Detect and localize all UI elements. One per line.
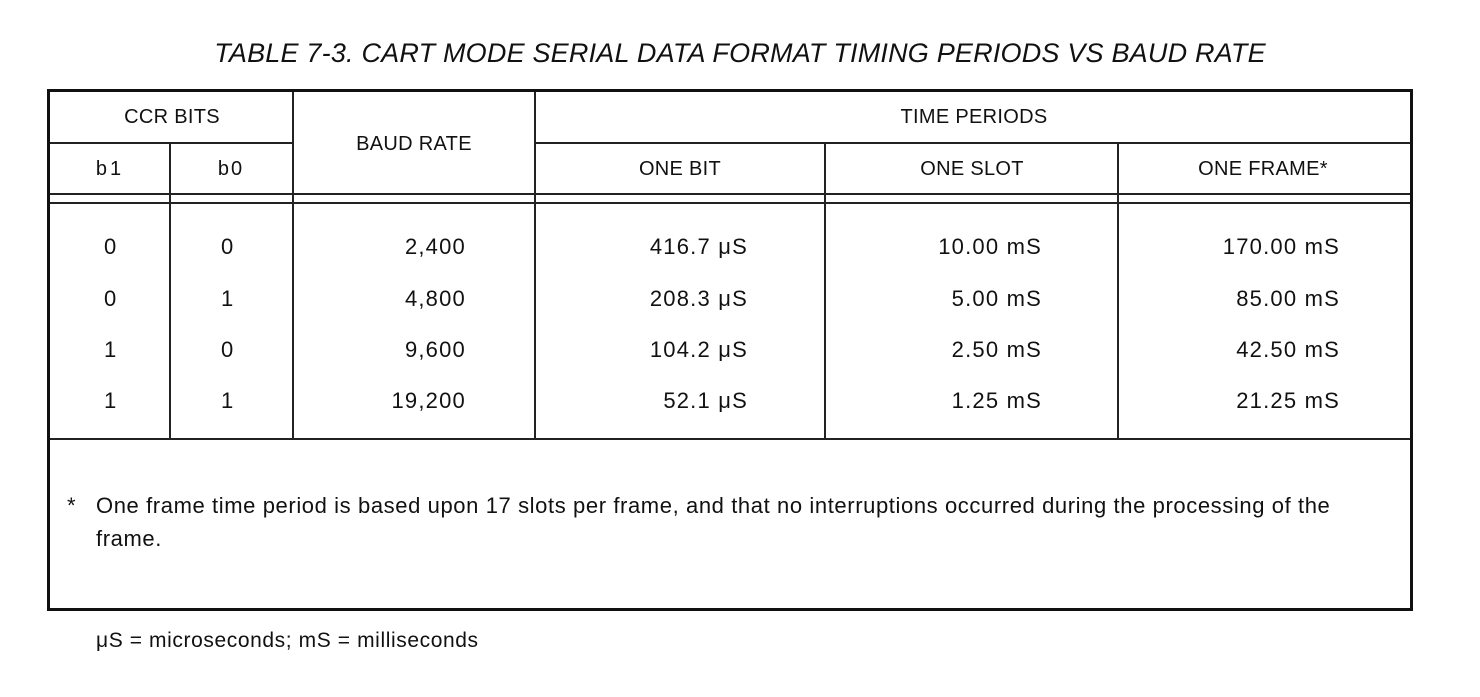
header-b0: b0: [217, 158, 245, 180]
header-b1: b1: [95, 158, 125, 180]
cell-b1: 1: [104, 337, 118, 362]
cell-baud-rate: 19,200: [391, 388, 466, 413]
cell-one-frame: 42.50 mS: [1236, 337, 1340, 362]
cell-one-frame: 85.00 mS: [1236, 286, 1340, 311]
cell-one-frame: 170.00 mS: [1222, 234, 1340, 259]
column-divider: [1117, 142, 1119, 439]
cell-one-bit: 208.3 μS: [649, 286, 748, 311]
header-ccr-bits: CCR BITS: [124, 106, 220, 128]
cell-b0: 0: [221, 234, 235, 259]
table-title: TABLE 7-3. CART MODE SERIAL DATA FORMAT …: [214, 38, 1266, 68]
cell-baud-rate: 2,400: [404, 234, 466, 259]
cell-one-bit: 52.1 μS: [663, 388, 748, 413]
cell-baud-rate: 9,600: [404, 337, 466, 362]
cell-b0: 0: [221, 337, 235, 362]
timing-table: [47, 89, 1413, 611]
header-time-periods: TIME PERIODS: [900, 106, 1048, 128]
column-divider: [169, 142, 171, 439]
column-divider: [292, 92, 294, 439]
header-bottom-line: [50, 193, 1410, 195]
cell-one-bit: 416.7 μS: [649, 234, 748, 259]
cell-b1: 0: [104, 234, 118, 259]
column-divider: [534, 92, 536, 439]
cell-b1: 1: [104, 388, 118, 413]
header-divider-line: [50, 142, 293, 144]
header-one-frame: ONE FRAME*: [1198, 158, 1328, 180]
cell-one-slot: 2.50 mS: [951, 337, 1042, 362]
header-baud-rate: BAUD RATE: [356, 133, 472, 155]
column-divider: [824, 142, 826, 439]
footnote-text: One frame time period is based upon 17 s…: [96, 493, 1331, 551]
table-footnote: * One frame time period is based upon 17…: [67, 489, 1382, 555]
cell-b0: 1: [221, 286, 235, 311]
cell-one-slot: 5.00 mS: [951, 286, 1042, 311]
header-one-bit: ONE BIT: [638, 158, 722, 180]
cell-one-slot: 1.25 mS: [951, 388, 1042, 413]
units-legend: μS = microseconds; mS = milliseconds: [96, 629, 479, 652]
header-divider-line: [535, 142, 1410, 144]
cell-one-frame: 21.25 mS: [1236, 388, 1340, 413]
header-bottom-line: [50, 202, 1410, 204]
footnote-marker: *: [67, 493, 77, 518]
body-bottom-line: [50, 438, 1410, 440]
cell-baud-rate: 4,800: [404, 286, 466, 311]
cell-b0: 1: [221, 388, 235, 413]
cell-one-bit: 104.2 μS: [649, 337, 748, 362]
cell-b1: 0: [104, 286, 118, 311]
cell-one-slot: 10.00 mS: [938, 234, 1042, 259]
header-one-slot: ONE SLOT: [920, 158, 1024, 180]
